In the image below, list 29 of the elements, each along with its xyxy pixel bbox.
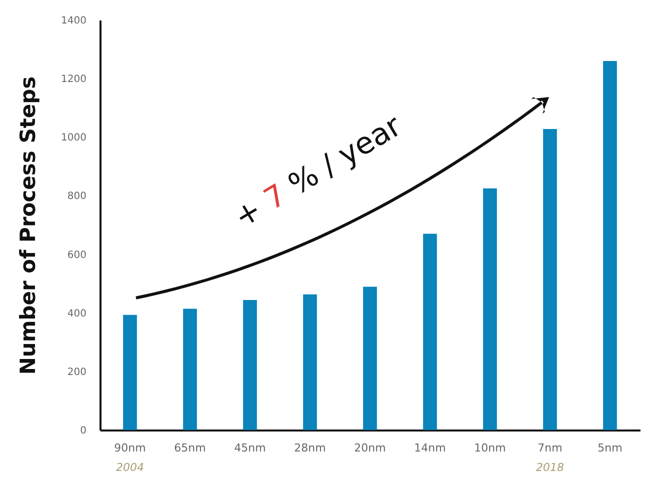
x-tick-label: 10nm bbox=[474, 442, 506, 454]
text: 2018 bbox=[536, 461, 564, 474]
y-tick-label: 400 bbox=[67, 308, 86, 320]
x-tick-label: 90nm bbox=[114, 442, 146, 454]
bar bbox=[483, 188, 497, 430]
bar bbox=[543, 128, 557, 430]
bar bbox=[303, 294, 317, 430]
y-tick-label: 1000 bbox=[61, 132, 86, 144]
y-tick-label: 0 bbox=[80, 426, 86, 436]
bar bbox=[183, 308, 197, 430]
bar bbox=[423, 234, 437, 430]
text: 2004 bbox=[116, 461, 144, 474]
bar bbox=[243, 300, 257, 430]
y-tick-label: 1200 bbox=[61, 74, 86, 86]
x-tick-label: 14nm bbox=[414, 442, 446, 454]
y-tick-label: 1400 bbox=[61, 16, 86, 26]
y-tick-label: 800 bbox=[67, 191, 86, 202]
x-tick-label: 7nm bbox=[538, 442, 562, 454]
x-tick-label: 28nm bbox=[294, 442, 326, 454]
x-tick-label: 45nm bbox=[234, 442, 266, 454]
x-tick-label: 20nm bbox=[354, 442, 386, 454]
y-axis-title: Number of Process Steps bbox=[16, 76, 40, 375]
bar bbox=[123, 314, 137, 430]
bar bbox=[603, 61, 617, 430]
bar bbox=[363, 286, 377, 430]
y-tick-label: 200 bbox=[67, 366, 86, 378]
x-tick-label: 5nm bbox=[598, 442, 622, 454]
y-tick-label: 600 bbox=[67, 250, 86, 261]
x-tick-label: 65nm bbox=[174, 442, 206, 454]
